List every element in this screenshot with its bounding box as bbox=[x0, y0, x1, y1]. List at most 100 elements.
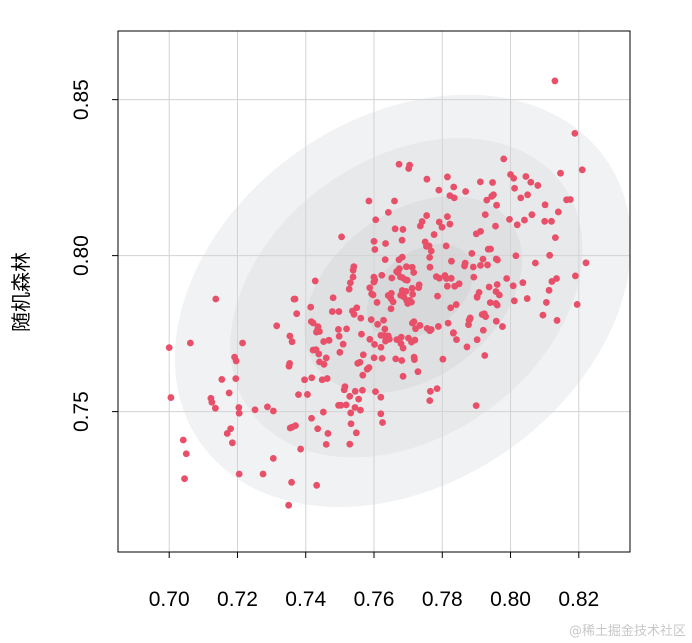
data-point-249 bbox=[286, 359, 294, 367]
x-tick-label-4: 0.78 bbox=[422, 588, 463, 611]
data-point-223 bbox=[527, 178, 535, 186]
data-point-147 bbox=[553, 317, 561, 324]
data-point-63 bbox=[367, 316, 375, 324]
data-point-253 bbox=[346, 440, 354, 448]
data-point-277 bbox=[435, 218, 443, 226]
data-point-9 bbox=[235, 470, 243, 478]
data-point-118 bbox=[492, 222, 499, 230]
data-point-157 bbox=[486, 299, 494, 307]
data-point-108 bbox=[374, 320, 382, 328]
data-point-215 bbox=[488, 192, 496, 200]
data-point-323 bbox=[388, 274, 396, 282]
data-point-152 bbox=[409, 290, 417, 298]
x-tick-label-5: 0.80 bbox=[490, 588, 531, 611]
data-point-58 bbox=[489, 179, 496, 186]
data-point-146 bbox=[492, 317, 500, 325]
data-point-240 bbox=[411, 336, 419, 344]
data-point-260 bbox=[462, 188, 470, 195]
data-point-171 bbox=[366, 284, 374, 292]
data-point-150 bbox=[443, 282, 451, 290]
data-point-23 bbox=[336, 348, 344, 356]
data-point-290 bbox=[387, 305, 395, 313]
data-point-175 bbox=[211, 404, 219, 412]
data-point-56 bbox=[345, 285, 353, 293]
data-point-158 bbox=[448, 257, 455, 265]
data-point-75 bbox=[235, 404, 243, 411]
data-point-34 bbox=[443, 213, 451, 221]
data-point-309 bbox=[380, 332, 388, 339]
data-point-2 bbox=[181, 475, 188, 483]
data-point-190 bbox=[472, 402, 480, 410]
data-point-69 bbox=[370, 237, 378, 245]
data-point-181 bbox=[341, 383, 349, 391]
data-point-107 bbox=[551, 234, 559, 242]
data-point-267 bbox=[325, 336, 333, 344]
data-point-239 bbox=[443, 275, 450, 282]
data-point-259 bbox=[481, 211, 489, 219]
data-point-241 bbox=[493, 301, 501, 309]
data-point-100 bbox=[439, 355, 447, 363]
data-point-110 bbox=[218, 376, 226, 383]
data-point-103 bbox=[286, 424, 294, 432]
data-point-184 bbox=[442, 242, 450, 250]
data-point-291 bbox=[384, 292, 392, 299]
data-point-256 bbox=[397, 291, 405, 299]
data-point-213 bbox=[377, 410, 385, 418]
data-point-143 bbox=[328, 308, 336, 315]
data-point-289 bbox=[377, 343, 385, 351]
data-point-6 bbox=[223, 430, 231, 437]
data-point-167 bbox=[402, 288, 410, 295]
data-point-232 bbox=[510, 174, 518, 182]
data-point-4 bbox=[186, 339, 194, 347]
data-point-47 bbox=[551, 77, 559, 85]
data-point-12 bbox=[259, 470, 267, 478]
data-point-164 bbox=[571, 129, 579, 137]
data-point-195 bbox=[406, 161, 414, 169]
data-point-151 bbox=[372, 388, 379, 396]
density-contours bbox=[174, 94, 630, 508]
data-point-3 bbox=[182, 450, 190, 458]
data-point-211 bbox=[410, 318, 418, 326]
data-point-269 bbox=[399, 274, 406, 282]
data-point-246 bbox=[432, 273, 440, 281]
data-point-315 bbox=[399, 344, 407, 352]
data-point-176 bbox=[483, 196, 491, 204]
data-point-258 bbox=[358, 330, 365, 338]
data-point-26 bbox=[355, 395, 363, 403]
data-point-33 bbox=[435, 186, 443, 194]
data-point-226 bbox=[365, 364, 373, 371]
data-point-89 bbox=[546, 251, 554, 259]
data-point-286 bbox=[408, 298, 415, 306]
data-point-22 bbox=[324, 430, 332, 437]
data-point-81 bbox=[447, 304, 455, 312]
data-point-222 bbox=[495, 291, 503, 299]
data-point-294 bbox=[313, 328, 320, 336]
data-point-283 bbox=[225, 389, 233, 397]
data-point-199 bbox=[408, 263, 416, 271]
data-point-76 bbox=[370, 354, 378, 362]
data-point-156 bbox=[477, 227, 484, 235]
data-point-255 bbox=[414, 368, 422, 376]
data-point-312 bbox=[539, 311, 547, 319]
data-point-1 bbox=[167, 394, 175, 401]
data-point-208 bbox=[313, 481, 321, 489]
data-point-266 bbox=[395, 160, 403, 168]
data-point-19 bbox=[304, 391, 311, 398]
data-point-144 bbox=[342, 401, 350, 409]
data-point-329 bbox=[347, 420, 355, 428]
data-point-174 bbox=[545, 286, 553, 294]
y-tick-label-2: 0.85 bbox=[70, 79, 93, 120]
data-point-209 bbox=[427, 247, 435, 255]
data-point-43 bbox=[548, 217, 555, 225]
data-point-18 bbox=[297, 445, 305, 453]
data-point-62 bbox=[438, 223, 446, 231]
data-point-10 bbox=[235, 409, 243, 417]
data-point-282 bbox=[451, 282, 459, 290]
data-point-275 bbox=[232, 357, 240, 365]
data-point-200 bbox=[371, 340, 378, 348]
data-point-225 bbox=[359, 386, 366, 394]
data-point-182 bbox=[393, 336, 401, 343]
data-point-230 bbox=[519, 279, 527, 287]
data-point-162 bbox=[444, 319, 452, 327]
data-point-160 bbox=[473, 336, 481, 344]
